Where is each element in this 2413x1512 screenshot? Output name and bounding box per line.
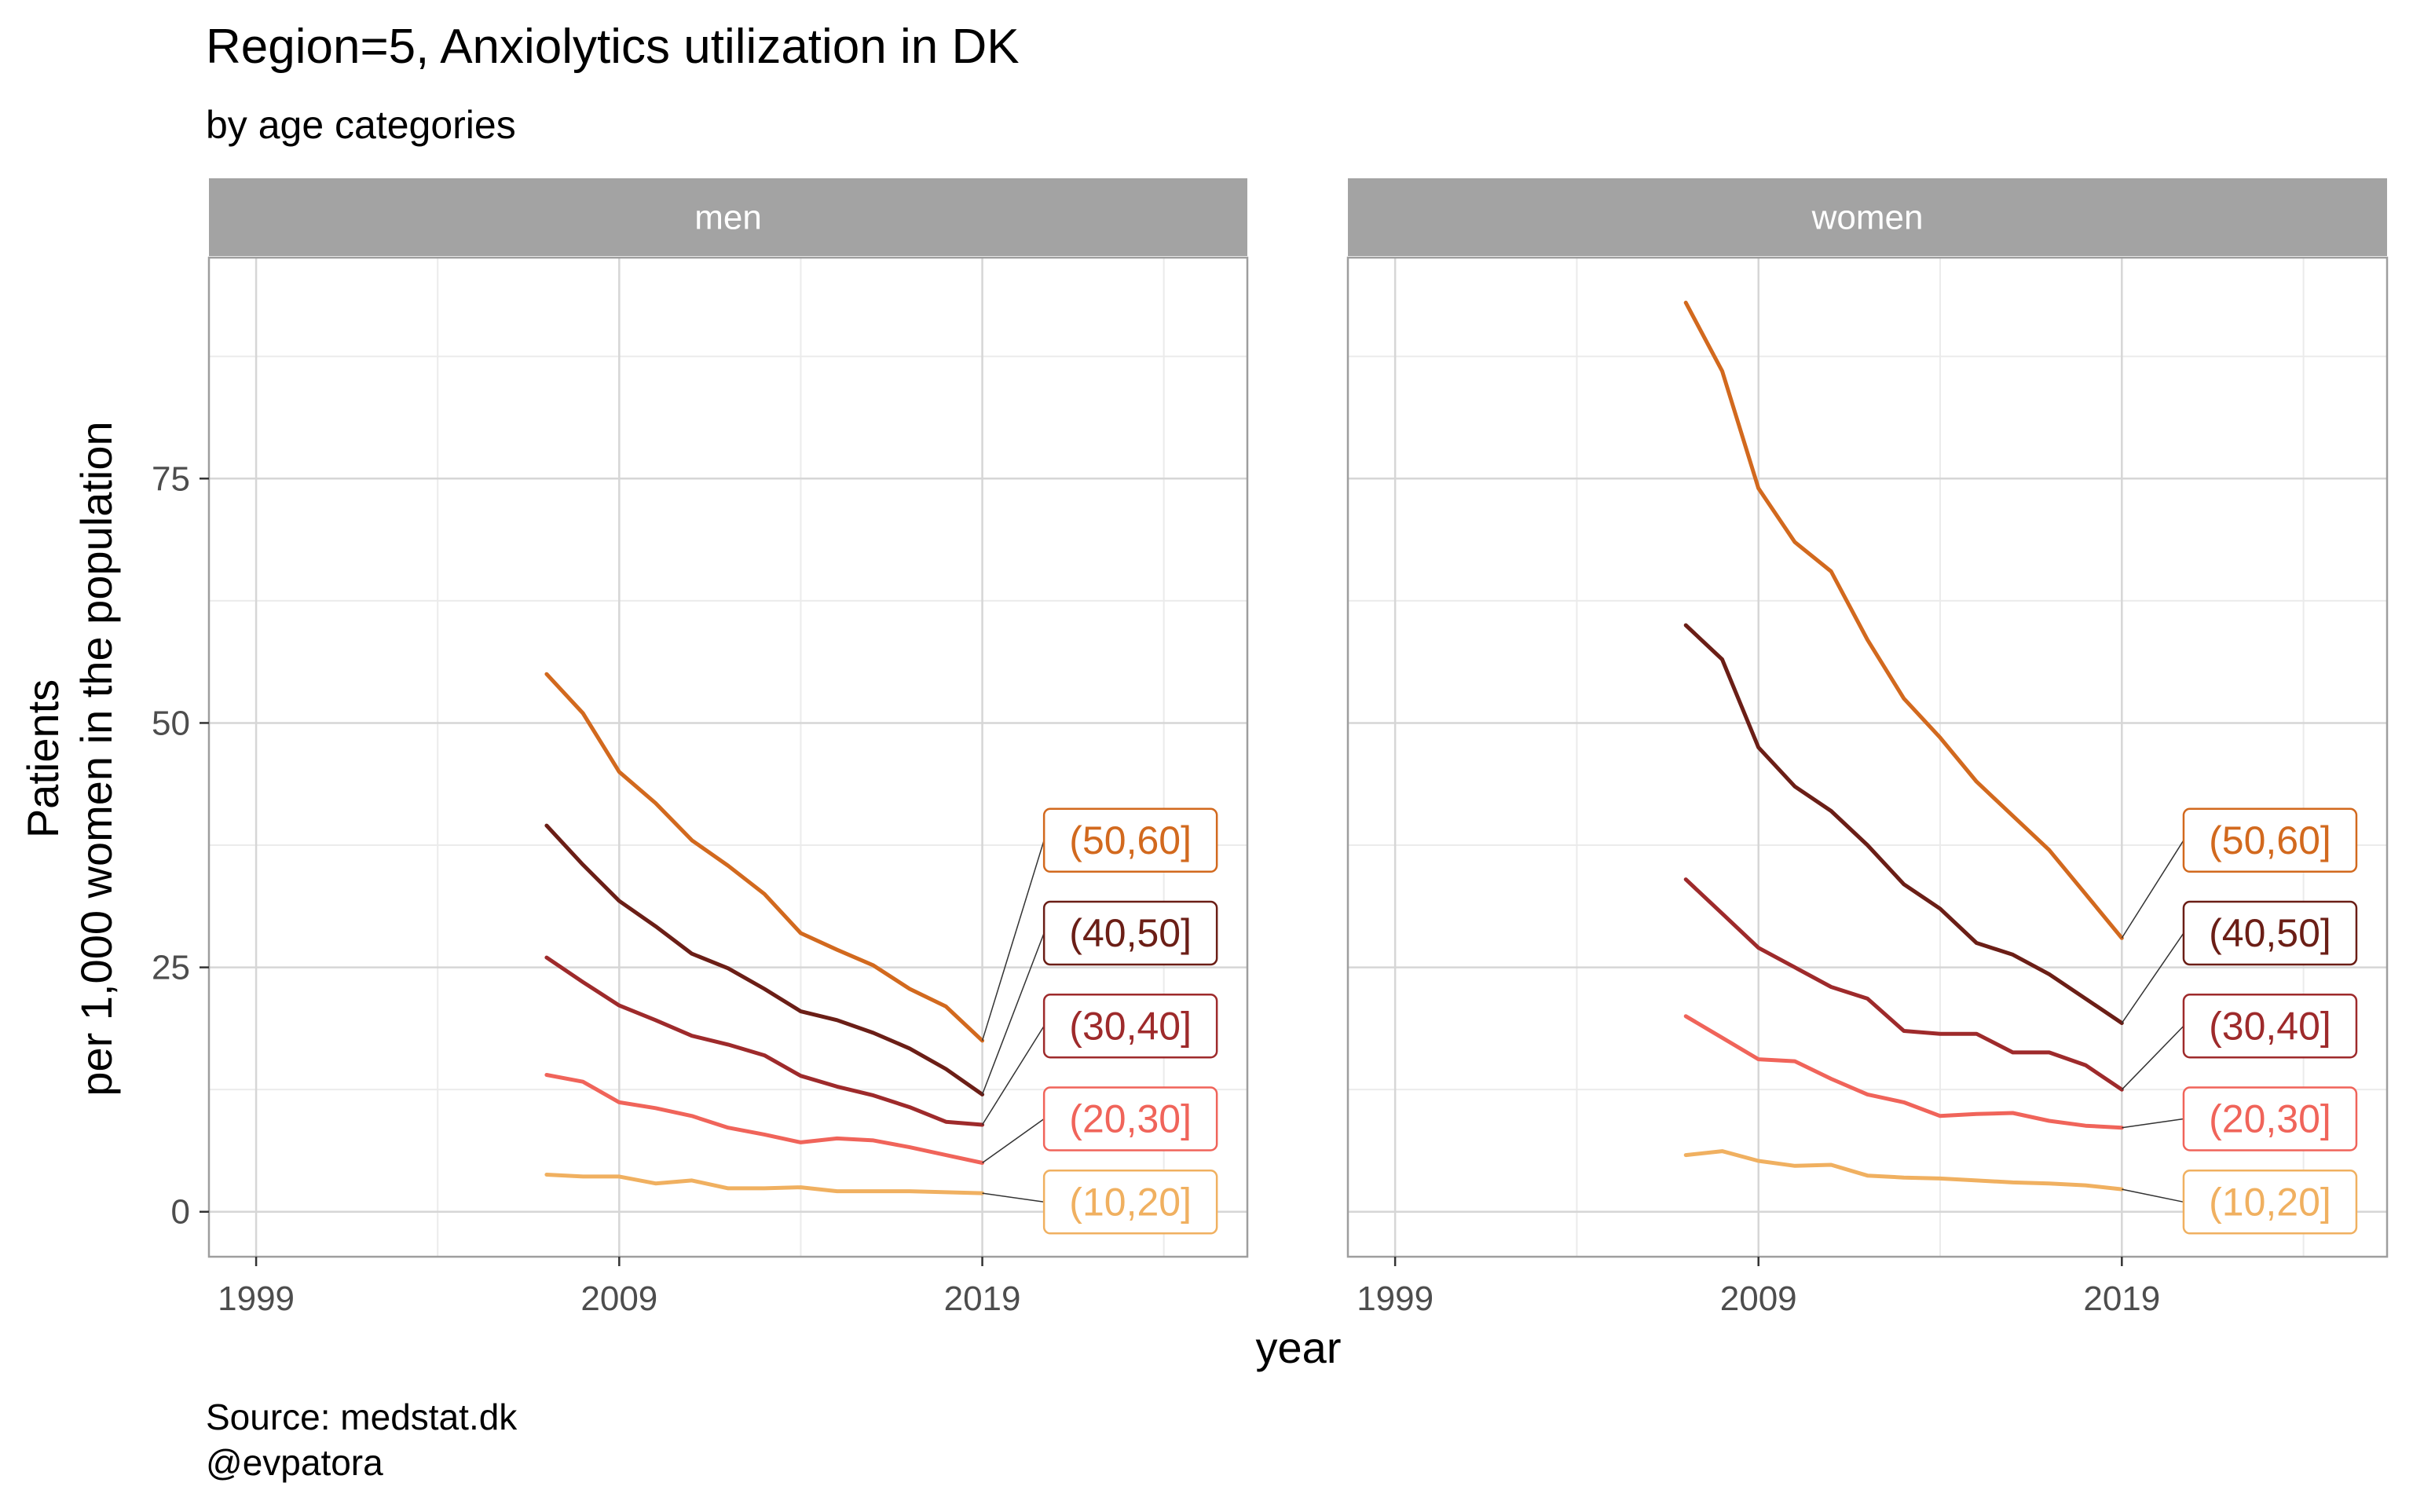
series-line-men-4 xyxy=(544,1173,985,1195)
label-leader xyxy=(2121,840,2184,939)
series-line-women-2 xyxy=(1683,877,2124,1092)
series-line-women-3 xyxy=(1683,1014,2124,1130)
series-label: (30,40] xyxy=(2209,1004,2331,1048)
x-tick-label: 1999 xyxy=(1357,1280,1434,1318)
series-line-men-3 xyxy=(544,1073,985,1165)
facet-strip xyxy=(209,178,1247,256)
label-leader xyxy=(981,1025,1045,1126)
caption-handle: @evpatora xyxy=(206,1442,383,1483)
label-box xyxy=(1042,1086,1218,1151)
panel-border xyxy=(1346,256,2389,1258)
label-box xyxy=(2182,1170,2358,1235)
label-leader xyxy=(2121,1025,2184,1090)
label-box xyxy=(2182,807,2358,873)
x-tick-label: 2019 xyxy=(944,1280,1021,1318)
panel-men: men 1999 2009 2019 0 25 50 75 (50,60] (40,50] (30,… xyxy=(152,178,1249,1318)
series-line-men-2 xyxy=(544,955,985,1127)
series-line-men-0 xyxy=(544,672,985,1043)
x-tick-label: 2009 xyxy=(580,1280,657,1318)
label-leader xyxy=(2122,1188,2184,1203)
facet-strip-label: men xyxy=(694,199,762,237)
x-tick-label: 2019 xyxy=(2083,1280,2160,1318)
facet-strip-label: women xyxy=(1811,199,1924,237)
series-label: (10,20] xyxy=(2209,1180,2331,1224)
series-line-women-0 xyxy=(1683,300,2124,940)
series-line-women-1 xyxy=(1683,623,2124,1025)
x-tick-label: 2009 xyxy=(1720,1280,1797,1318)
x-axis-title: year xyxy=(1256,1323,1342,1372)
y-tick-label: 25 xyxy=(152,949,190,987)
label-leader xyxy=(2122,1118,2184,1129)
y-tick-label: 50 xyxy=(152,704,190,742)
chart-title: Region=5, Anxiolytics utilization in DK xyxy=(206,20,1020,74)
series-label: (30,40] xyxy=(1069,1004,1192,1048)
series-label: (40,50] xyxy=(1069,911,1192,955)
chart-subtitle: by age categories xyxy=(206,103,516,147)
label-box xyxy=(1042,900,1218,966)
y-axis-title-line2: per 1,000 women in the population xyxy=(71,421,121,1096)
y-axis-title: Patients per 1,000 women in the populati… xyxy=(18,421,121,1096)
y-axis-title-line1: Patients xyxy=(18,679,68,838)
series-label: (10,20] xyxy=(1069,1180,1192,1224)
series-line-men-1 xyxy=(544,823,985,1096)
label-leader xyxy=(981,840,1045,1042)
label-box xyxy=(1042,1170,1218,1235)
panels-layer: men 1999 2009 2019 0 25 50 75 (50,60] (40,50] (30,… xyxy=(152,178,2389,1318)
caption-source: Source: medstat.dk xyxy=(206,1397,518,1437)
label-leader xyxy=(982,1118,1045,1164)
y-tick-label: 0 xyxy=(171,1193,190,1232)
label-box xyxy=(2182,994,2358,1059)
label-box xyxy=(1042,807,1218,873)
panel-border xyxy=(207,256,1249,1258)
label-box xyxy=(2182,900,2358,966)
label-leader xyxy=(2121,932,2184,1023)
series-label: (40,50] xyxy=(2209,911,2331,955)
label-leader xyxy=(981,932,1045,1095)
label-leader xyxy=(982,1192,1045,1203)
series-line-women-4 xyxy=(1683,1149,2124,1192)
series-label: (50,60] xyxy=(2209,818,2331,862)
series-label: (20,30] xyxy=(2209,1097,2331,1141)
facet-strip xyxy=(1348,178,2387,256)
series-label: (20,30] xyxy=(1069,1097,1192,1141)
x-tick-label: 1999 xyxy=(218,1280,295,1318)
panel-women: women 1999 2009 2019 (50,60] (40,50] (30,40] (2… xyxy=(1346,178,2389,1318)
label-box xyxy=(2182,1086,2358,1151)
series-label: (50,60] xyxy=(1069,818,1192,862)
label-box xyxy=(1042,994,1218,1059)
y-tick-label: 75 xyxy=(152,459,190,498)
